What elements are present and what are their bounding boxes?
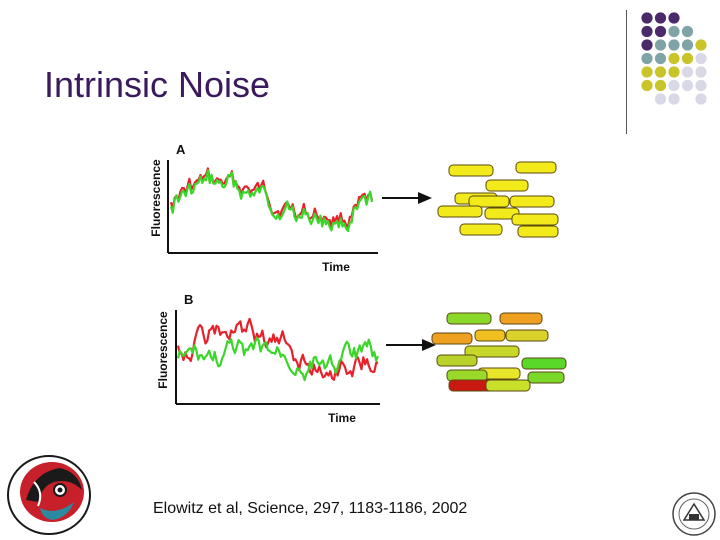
cell [485, 379, 531, 392]
decorative-dot [654, 25, 667, 38]
cell [511, 213, 559, 226]
decorative-dot [668, 79, 680, 92]
cell [459, 223, 503, 236]
decorative-dot [695, 52, 707, 65]
decorative-dot [654, 52, 667, 65]
panel-b-x-axis-label: Time [328, 411, 356, 425]
decorative-dot [695, 39, 707, 51]
decorative-dot [654, 12, 667, 24]
cell [431, 332, 473, 345]
cell [448, 164, 494, 177]
decorative-dot [654, 66, 667, 78]
decorative-dot [654, 79, 667, 92]
decorative-dot [641, 52, 653, 65]
cell [509, 195, 555, 208]
cell [521, 357, 567, 370]
decorative-dot [681, 66, 694, 78]
northwest-life-science-center-logo [7, 455, 91, 535]
decorative-dot [668, 52, 680, 65]
decorative-dot [654, 93, 667, 105]
cell [485, 179, 529, 192]
cell [474, 329, 506, 342]
panel-b-red-trace [176, 317, 379, 381]
decorative-dot [641, 66, 653, 78]
panel-b-cells [431, 312, 567, 392]
decorative-dot [641, 39, 653, 51]
panel-b-green-trace [176, 336, 380, 382]
decorative-dot [695, 66, 707, 78]
decorative-dot-grid [641, 12, 707, 105]
slide-title: Intrinsic Noise [44, 64, 271, 105]
divider-line [626, 10, 627, 134]
right-arrow-icon [422, 339, 436, 351]
decorative-dot [668, 12, 680, 24]
panel-a-x-axis-label: Time [322, 260, 350, 274]
decorative-dot [654, 39, 667, 51]
cell [517, 225, 559, 238]
cell [464, 345, 520, 358]
panel-a: A Fluorescence Time [149, 142, 559, 274]
cell [446, 369, 488, 382]
decorative-dot [668, 39, 680, 51]
panel-b-y-axis-label: Fluorescence [156, 311, 170, 389]
cell [499, 312, 543, 325]
panel-a-cells [437, 161, 559, 238]
decorative-dot [681, 79, 694, 92]
decorative-dot [668, 93, 680, 105]
cell [446, 312, 492, 325]
citation-text: Elowitz et al, Science, 297, 1183-1186, … [153, 500, 468, 517]
decorative-dot [681, 25, 694, 38]
decorative-dot [695, 79, 707, 92]
panel-b: B Fluorescence Time [156, 292, 567, 425]
panel-a-green-trace [169, 169, 374, 233]
national-institutes-of-health-seal [672, 492, 716, 536]
panel-b-arrow [386, 339, 436, 351]
cell [515, 161, 557, 174]
cell [505, 329, 549, 342]
decorative-dot [668, 25, 680, 38]
decorative-dot [681, 39, 694, 51]
decorative-dot [681, 52, 694, 65]
panel-b-label: B [184, 292, 193, 307]
decorative-dot [641, 12, 653, 24]
cell [468, 195, 510, 208]
cell [437, 205, 483, 218]
decorative-dot [641, 79, 653, 92]
right-arrow-icon [418, 192, 432, 204]
cell [436, 354, 478, 367]
decorative-dot [668, 66, 680, 78]
panel-a-label: A [176, 142, 186, 157]
panel-a-y-axis-label: Fluorescence [149, 159, 163, 237]
cell [527, 371, 565, 384]
decorative-dot [695, 93, 707, 105]
panel-a-arrow [382, 192, 432, 204]
decorative-dot [641, 25, 653, 38]
